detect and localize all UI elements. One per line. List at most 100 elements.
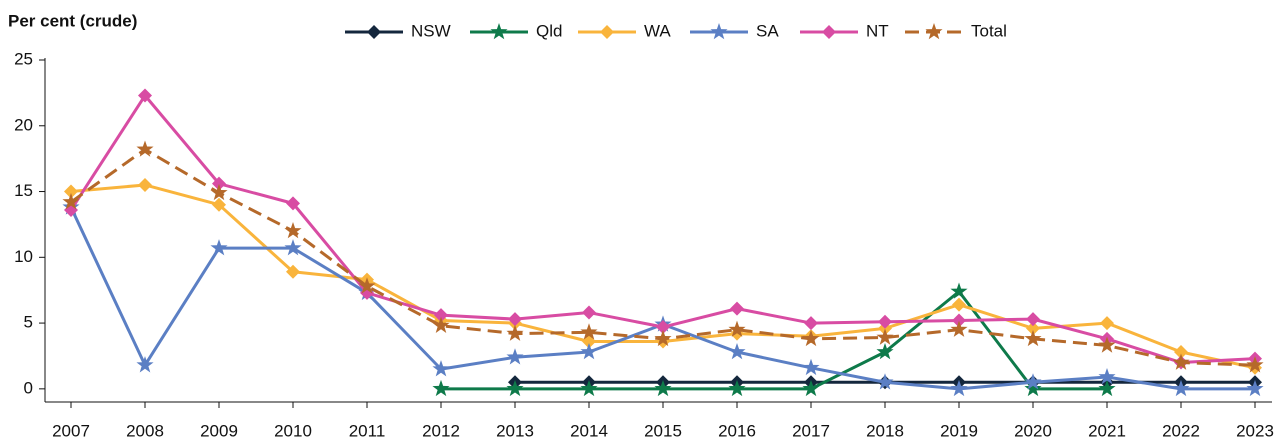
marker: [600, 25, 614, 39]
marker: [210, 183, 228, 201]
marker: [710, 23, 728, 40]
legend-label: WA: [644, 21, 671, 40]
marker: [138, 177, 152, 192]
marker: [506, 348, 524, 365]
marker: [876, 373, 894, 390]
marker: [136, 140, 154, 157]
marker: [286, 264, 300, 279]
series-line: [441, 290, 1107, 391]
marker: [138, 88, 152, 103]
x-tick-label: 2012: [422, 421, 460, 440]
marker: [876, 343, 894, 360]
marker: [1098, 368, 1116, 385]
marker: [580, 379, 598, 397]
marker: [432, 316, 450, 333]
x-tick-label: 2013: [496, 421, 534, 440]
x-tick-label: 2017: [792, 421, 830, 440]
y-tick-label: 10: [14, 247, 33, 266]
marker: [1026, 312, 1040, 327]
x-tick-label: 2019: [940, 421, 978, 440]
marker: [730, 301, 744, 316]
marker: [876, 328, 894, 345]
x-tick-label: 2016: [718, 421, 756, 440]
marker: [950, 282, 968, 299]
marker: [1024, 329, 1042, 347]
marker: [1098, 379, 1116, 397]
marker: [286, 196, 300, 211]
marker: [212, 197, 226, 212]
y-tick-label: 5: [24, 313, 33, 332]
x-tick-label: 2023: [1236, 421, 1274, 440]
marker: [1246, 379, 1264, 397]
x-tick-label: 2008: [126, 421, 164, 440]
marker: [210, 239, 228, 256]
marker: [506, 324, 524, 341]
marker: [728, 379, 746, 397]
legend-label: NSW: [411, 21, 451, 40]
x-tick-label: 2022: [1162, 421, 1200, 440]
marker: [212, 176, 226, 191]
marker: [432, 360, 450, 377]
legend-label: NT: [866, 21, 889, 40]
marker: [728, 343, 746, 360]
marker: [1026, 321, 1040, 336]
x-tick-label: 2020: [1014, 421, 1052, 440]
marker: [62, 193, 80, 210]
marker: [434, 308, 448, 323]
x-tick-label: 2021: [1088, 421, 1126, 440]
x-tick-label: 2010: [274, 421, 312, 440]
marker: [358, 277, 376, 294]
marker: [1246, 356, 1264, 373]
marker: [804, 316, 818, 331]
legend-label: Qld: [536, 21, 562, 40]
marker: [432, 379, 450, 397]
y-tick-label: 20: [14, 115, 33, 134]
marker: [654, 329, 672, 347]
y-tick-label: 25: [14, 49, 33, 68]
x-tick-label: 2014: [570, 421, 608, 440]
marker: [1024, 373, 1042, 390]
marker: [822, 25, 836, 39]
y-tick-label: 0: [24, 378, 33, 397]
marker: [580, 323, 598, 340]
y-axis-title: Per cent (crude): [8, 11, 137, 30]
marker: [490, 23, 508, 40]
marker: [878, 314, 892, 329]
marker: [284, 222, 302, 239]
marker: [284, 239, 302, 256]
marker: [1174, 345, 1188, 360]
marker: [925, 23, 943, 40]
marker: [802, 358, 820, 376]
marker: [136, 356, 154, 373]
marker: [802, 379, 820, 397]
marker: [506, 379, 524, 397]
x-tick-label: 2011: [349, 421, 386, 440]
marker: [508, 312, 522, 327]
legend-label: Total: [971, 21, 1007, 40]
marker: [802, 329, 820, 347]
marker: [1100, 316, 1114, 331]
y-tick-label: 15: [14, 181, 33, 200]
marker: [580, 343, 598, 360]
x-tick-label: 2007: [52, 421, 90, 440]
x-tick-label: 2018: [866, 421, 904, 440]
marker: [950, 320, 968, 337]
marker: [1098, 336, 1116, 353]
series-line: [69, 206, 1255, 391]
marker: [728, 320, 746, 337]
marker: [1172, 353, 1190, 370]
marker: [950, 379, 968, 397]
marker: [64, 184, 78, 199]
x-tick-label: 2015: [644, 421, 682, 440]
marker: [654, 379, 672, 397]
marker: [1172, 379, 1190, 397]
marker: [582, 305, 596, 320]
marker: [1024, 379, 1042, 397]
legend-label: SA: [756, 21, 779, 40]
marker: [952, 313, 966, 328]
marker: [656, 320, 670, 335]
marker: [952, 297, 966, 312]
x-tick-label: 2009: [200, 421, 238, 440]
marker: [367, 25, 381, 39]
